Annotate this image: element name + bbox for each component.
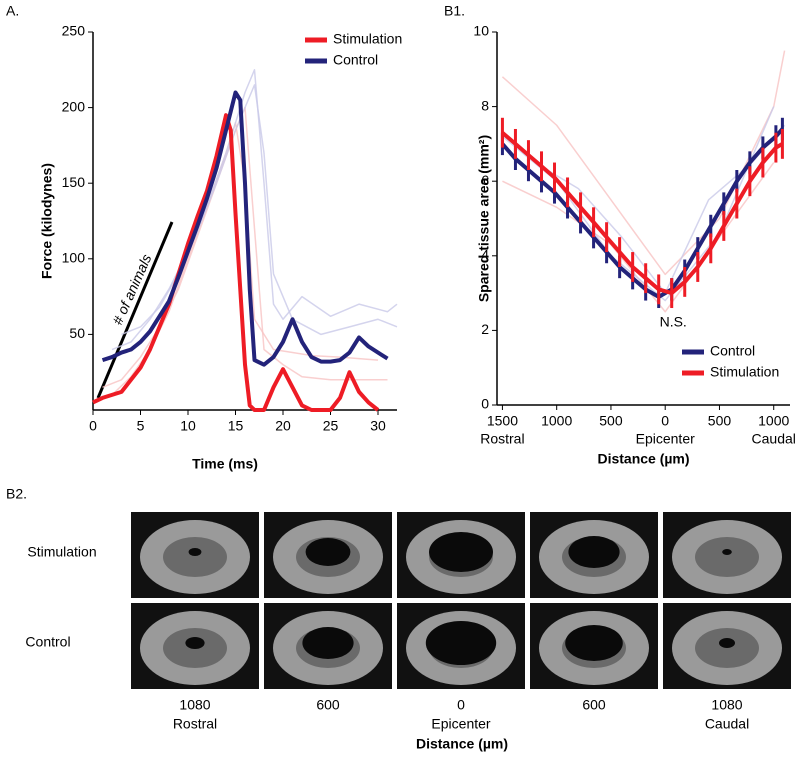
annotation-line xyxy=(96,221,174,399)
x-tick-label: 1500 xyxy=(487,413,518,429)
individual-line xyxy=(111,69,398,351)
y-axis-label: Spared tissue area (mm²) xyxy=(476,135,492,302)
legend-label: Control xyxy=(710,343,755,359)
y-tick-label: 10 xyxy=(473,23,489,39)
x-tick-label: 30 xyxy=(370,418,386,434)
panel-label: A. xyxy=(6,3,19,19)
lesion xyxy=(565,625,623,661)
x-tick-label: 20 xyxy=(275,418,291,434)
row-label: Control xyxy=(25,634,70,650)
y-tick-label: 0 xyxy=(481,396,489,412)
x-axis-label: Time (ms) xyxy=(192,456,258,472)
y-tick-label: 100 xyxy=(62,250,86,266)
mean-line xyxy=(92,113,380,412)
legend-label: Control xyxy=(333,52,378,68)
x-tick-label: 1000 xyxy=(758,413,789,429)
y-tick-label: 150 xyxy=(62,174,86,190)
x-tick-label: 500 xyxy=(708,413,732,429)
gray-matter xyxy=(695,537,759,577)
lesion xyxy=(305,538,351,566)
lesion xyxy=(568,536,620,568)
legend-label: Stimulation xyxy=(710,364,779,380)
lesion xyxy=(185,637,205,649)
column-label: 1080 xyxy=(179,697,210,713)
column-region: Rostral xyxy=(173,716,217,732)
y-tick-label: 4 xyxy=(481,247,489,263)
x-tick-label: 15 xyxy=(228,418,244,434)
lesion xyxy=(188,548,202,556)
y-tick-label: 200 xyxy=(62,98,86,114)
individual-line xyxy=(121,84,398,336)
legend-label: Stimulation xyxy=(333,31,402,47)
x-axis-label: Distance (µm) xyxy=(416,736,508,752)
gray-matter xyxy=(163,537,227,577)
panel-label: B2. xyxy=(6,486,27,502)
y-tick-label: 8 xyxy=(481,97,489,113)
y-tick-label: 250 xyxy=(62,23,86,39)
mean-line xyxy=(501,131,784,296)
x-tick-label: 5 xyxy=(137,418,145,434)
lesion xyxy=(719,638,735,648)
column-region: Caudal xyxy=(705,716,749,732)
column-label: 0 xyxy=(457,697,465,713)
y-tick-label: 6 xyxy=(481,172,489,188)
x-tick-label: 25 xyxy=(323,418,339,434)
lesion xyxy=(722,549,732,555)
mean-line xyxy=(101,90,389,367)
region-label: Rostral xyxy=(480,431,524,447)
column-label: 600 xyxy=(582,697,606,713)
column-label: 600 xyxy=(316,697,340,713)
lesion xyxy=(302,627,354,659)
annotation: N.S. xyxy=(660,314,687,330)
lesion xyxy=(429,532,493,572)
column-label: 1080 xyxy=(711,697,742,713)
y-tick-label: 50 xyxy=(69,325,85,341)
x-tick-label: 1000 xyxy=(541,413,572,429)
x-tick-label: 10 xyxy=(180,418,196,434)
x-tick-label: 0 xyxy=(661,413,669,429)
region-label: Epicenter xyxy=(636,431,695,447)
individual-line xyxy=(501,50,786,276)
column-region: Epicenter xyxy=(431,716,490,732)
y-axis-label: Force (kilodynes) xyxy=(39,163,55,279)
x-tick-label: 500 xyxy=(599,413,623,429)
section-images: 1080 Rostral 600 0 Epicenter 600 1080 Caudal xyxy=(131,512,791,732)
region-label: Caudal xyxy=(752,431,796,447)
row-label: Stimulation xyxy=(27,544,96,560)
lesion xyxy=(425,621,497,665)
mean-line xyxy=(500,127,784,299)
x-axis-label: Distance (µm) xyxy=(597,451,689,467)
panel-label: B1. xyxy=(444,3,465,19)
x-tick-label: 0 xyxy=(89,418,97,434)
y-tick-label: 2 xyxy=(481,321,489,337)
